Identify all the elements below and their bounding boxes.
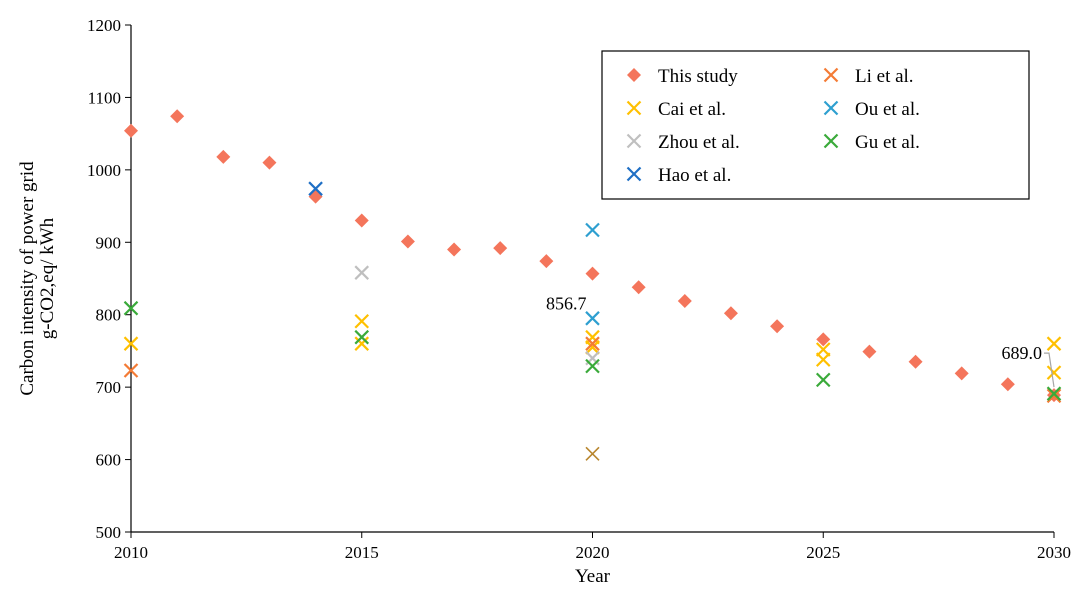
point-cai-et-al bbox=[1046, 365, 1062, 380]
data-label-2020: 856.7 bbox=[546, 294, 587, 314]
legend-item-hao-et-al: Hao et al. bbox=[626, 165, 731, 186]
y-axis-title-line: g-CO2,eq/ kWh bbox=[37, 217, 58, 339]
legend-marker bbox=[626, 133, 642, 149]
point-this-study bbox=[585, 266, 600, 281]
legend-box bbox=[601, 50, 1030, 200]
point-this-study bbox=[539, 254, 554, 269]
point-cai-et-al bbox=[585, 340, 600, 355]
point-unlabeled bbox=[585, 446, 600, 461]
legend-marker bbox=[823, 67, 839, 83]
point-this-study bbox=[770, 319, 785, 334]
x-tick-label: 2015 bbox=[345, 543, 379, 562]
y-tick-label: 1200 bbox=[87, 16, 121, 35]
x-tick-label: 2025 bbox=[806, 543, 840, 562]
point-gu-et-al bbox=[585, 358, 600, 374]
point-this-study bbox=[493, 241, 508, 256]
legend-label: Ou et al. bbox=[855, 99, 920, 120]
legend-label: This study bbox=[658, 66, 738, 87]
y-tick-label: 700 bbox=[96, 378, 122, 397]
point-this-study bbox=[816, 332, 831, 347]
point-this-study bbox=[631, 280, 646, 295]
data-label-2030: 689.0 bbox=[1002, 343, 1043, 363]
y-axis-title-line: Carbon intensity of power grid bbox=[17, 161, 38, 396]
legend-item-li-et-al: Li et al. bbox=[823, 66, 914, 87]
point-cai-et-al bbox=[815, 352, 831, 367]
point-zhou-et-al bbox=[354, 265, 370, 280]
legend-label: Zhou et al. bbox=[658, 132, 740, 153]
y-tick-label: 1000 bbox=[87, 161, 121, 180]
point-this-study bbox=[723, 306, 738, 321]
legend-label: Cai et al. bbox=[658, 99, 726, 120]
point-ou-et-al bbox=[585, 311, 600, 326]
legend-label: Li et al. bbox=[855, 66, 914, 87]
x-tick-label: 2020 bbox=[576, 543, 610, 562]
legend-marker bbox=[627, 68, 641, 82]
point-li-et-al bbox=[1046, 388, 1062, 404]
legend-marker bbox=[823, 133, 839, 149]
data-label-leader bbox=[1044, 352, 1055, 388]
legend-item-cai-et-al: Cai et al. bbox=[626, 99, 726, 120]
legend-marker bbox=[823, 100, 839, 116]
x-tick-label: 2030 bbox=[1037, 543, 1071, 562]
legend-item-ou-et-al: Ou et al. bbox=[823, 99, 920, 120]
point-gu-et-al bbox=[1046, 386, 1062, 401]
legend-label: Hao et al. bbox=[658, 165, 731, 186]
point-this-study bbox=[262, 155, 277, 170]
y-tick-label: 800 bbox=[96, 306, 122, 325]
point-this-study bbox=[1000, 377, 1015, 392]
y-tick-label: 600 bbox=[96, 451, 122, 470]
point-this-study bbox=[308, 189, 323, 204]
y-tick-label: 500 bbox=[96, 523, 122, 542]
x-tick-label: 2010 bbox=[114, 543, 148, 562]
legend-label: Gu et al. bbox=[855, 132, 920, 153]
point-cai-et-al bbox=[123, 336, 139, 351]
y-tick-label: 1100 bbox=[88, 88, 121, 107]
point-this-study bbox=[908, 354, 923, 369]
legend-marker bbox=[626, 100, 642, 116]
point-cai-et-al bbox=[354, 336, 370, 351]
y-axis-title: Carbon intensity of power grid g-CO2,eq/ … bbox=[17, 161, 58, 396]
point-this-study bbox=[170, 109, 185, 124]
point-this-study bbox=[862, 344, 877, 359]
legend-item-this-study: This study bbox=[627, 66, 738, 87]
legend-marker bbox=[626, 166, 642, 182]
point-cai-et-al bbox=[1046, 336, 1062, 351]
point-li-et-al bbox=[585, 336, 600, 351]
point-this-study bbox=[677, 293, 692, 308]
point-gu-et-al bbox=[123, 300, 139, 316]
point-this-study bbox=[354, 213, 369, 228]
x-axis-title: Year bbox=[575, 566, 611, 587]
y-tick-label: 900 bbox=[96, 233, 122, 252]
point-gu-et-al bbox=[354, 329, 370, 345]
point-li-et-al bbox=[123, 363, 139, 378]
legend: This study Li et al. Cai et al. Ou et al. Zh… bbox=[601, 50, 1030, 200]
point-hao-et-al bbox=[308, 181, 323, 196]
point-this-study bbox=[447, 242, 462, 257]
legend-item-gu-et-al: Gu et al. bbox=[823, 132, 920, 153]
data-points bbox=[123, 109, 1062, 461]
legend-item-zhou-et-al: Zhou et al. bbox=[626, 132, 740, 153]
point-cai-et-al bbox=[354, 313, 370, 329]
point-this-study bbox=[400, 234, 415, 249]
point-gu-et-al bbox=[815, 372, 831, 388]
point-this-study bbox=[124, 123, 138, 138]
point-this-study bbox=[954, 366, 969, 381]
point-this-study bbox=[216, 149, 231, 164]
point-ou-et-al bbox=[585, 222, 600, 238]
